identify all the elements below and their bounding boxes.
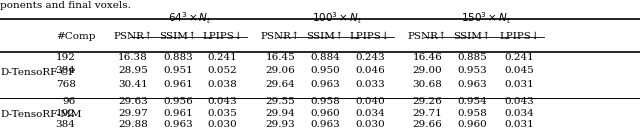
Text: PSNR↑: PSNR↑ bbox=[260, 32, 300, 41]
Text: 29.64: 29.64 bbox=[266, 80, 295, 89]
Text: 30.41: 30.41 bbox=[118, 80, 148, 89]
Text: #Comp: #Comp bbox=[56, 32, 95, 41]
Text: 0.030: 0.030 bbox=[208, 120, 237, 129]
Text: 192: 192 bbox=[56, 109, 76, 118]
Text: SSIM↑: SSIM↑ bbox=[307, 32, 344, 41]
Text: 0.045: 0.045 bbox=[505, 66, 534, 75]
Text: 0.958: 0.958 bbox=[310, 97, 340, 106]
Text: 0.963: 0.963 bbox=[310, 80, 340, 89]
Text: 768: 768 bbox=[56, 80, 76, 89]
Text: 0.031: 0.031 bbox=[505, 120, 534, 129]
Text: 0.961: 0.961 bbox=[163, 109, 193, 118]
Text: 0.043: 0.043 bbox=[208, 97, 237, 106]
Text: 29.94: 29.94 bbox=[266, 109, 295, 118]
Text: D-TensoRF-CP: D-TensoRF-CP bbox=[0, 68, 75, 77]
Text: 0.956: 0.956 bbox=[163, 97, 193, 106]
Text: 96: 96 bbox=[62, 97, 76, 106]
Text: 0.950: 0.950 bbox=[310, 66, 340, 75]
Text: 192: 192 bbox=[56, 53, 76, 62]
Text: 0.883: 0.883 bbox=[163, 53, 193, 62]
Text: 29.06: 29.06 bbox=[266, 66, 295, 75]
Text: 0.031: 0.031 bbox=[505, 80, 534, 89]
Text: LPIPS↓: LPIPS↓ bbox=[202, 32, 243, 41]
Text: 0.043: 0.043 bbox=[505, 97, 534, 106]
Text: SSIM↑: SSIM↑ bbox=[159, 32, 196, 41]
Text: SSIM↑: SSIM↑ bbox=[454, 32, 491, 41]
Text: 16.46: 16.46 bbox=[413, 53, 442, 62]
Text: 29.97: 29.97 bbox=[118, 109, 148, 118]
Text: 0.034: 0.034 bbox=[355, 109, 385, 118]
Text: 0.960: 0.960 bbox=[458, 120, 487, 129]
Text: 0.951: 0.951 bbox=[163, 66, 193, 75]
Text: D-TensoRF-MM: D-TensoRF-MM bbox=[0, 110, 81, 119]
Text: 0.958: 0.958 bbox=[458, 109, 487, 118]
Text: $150^3 \times N_t$: $150^3 \times N_t$ bbox=[461, 11, 511, 27]
Text: 0.953: 0.953 bbox=[458, 66, 487, 75]
Text: 29.88: 29.88 bbox=[118, 120, 148, 129]
Text: 0.038: 0.038 bbox=[208, 80, 237, 89]
Text: 29.63: 29.63 bbox=[118, 97, 148, 106]
Text: 384: 384 bbox=[56, 66, 76, 75]
Text: $64^3 \times N_t$: $64^3 \times N_t$ bbox=[168, 11, 212, 27]
Text: 28.95: 28.95 bbox=[118, 66, 148, 75]
Text: 0.960: 0.960 bbox=[310, 109, 340, 118]
Text: 0.034: 0.034 bbox=[505, 109, 534, 118]
Text: 0.052: 0.052 bbox=[208, 66, 237, 75]
Text: PSNR↑: PSNR↑ bbox=[408, 32, 447, 41]
Text: 0.241: 0.241 bbox=[208, 53, 237, 62]
Text: 0.243: 0.243 bbox=[355, 53, 385, 62]
Text: 0.035: 0.035 bbox=[208, 109, 237, 118]
Text: 384: 384 bbox=[56, 120, 76, 129]
Text: 0.963: 0.963 bbox=[310, 120, 340, 129]
Text: PSNR↑: PSNR↑ bbox=[113, 32, 153, 41]
Text: 0.046: 0.046 bbox=[355, 66, 385, 75]
Text: 29.66: 29.66 bbox=[413, 120, 442, 129]
Text: 16.45: 16.45 bbox=[266, 53, 295, 62]
Text: 0.954: 0.954 bbox=[458, 97, 487, 106]
Text: 16.38: 16.38 bbox=[118, 53, 148, 62]
Text: 29.71: 29.71 bbox=[413, 109, 442, 118]
Text: 0.040: 0.040 bbox=[355, 97, 385, 106]
Text: 0.030: 0.030 bbox=[355, 120, 385, 129]
Text: 0.961: 0.961 bbox=[163, 80, 193, 89]
Text: 0.885: 0.885 bbox=[458, 53, 487, 62]
Text: LPIPS↓: LPIPS↓ bbox=[499, 32, 540, 41]
Text: 0.963: 0.963 bbox=[458, 80, 487, 89]
Text: 0.241: 0.241 bbox=[505, 53, 534, 62]
Text: 0.884: 0.884 bbox=[310, 53, 340, 62]
Text: 30.68: 30.68 bbox=[413, 80, 442, 89]
Text: 29.55: 29.55 bbox=[266, 97, 295, 106]
Text: $100^3 \times N_t$: $100^3 \times N_t$ bbox=[312, 11, 362, 27]
Text: 0.963: 0.963 bbox=[163, 120, 193, 129]
Text: 29.26: 29.26 bbox=[413, 97, 442, 106]
Text: 29.93: 29.93 bbox=[266, 120, 295, 129]
Text: 0.033: 0.033 bbox=[355, 80, 385, 89]
Text: ponents and final voxels.: ponents and final voxels. bbox=[0, 1, 131, 10]
Text: 29.00: 29.00 bbox=[413, 66, 442, 75]
Text: LPIPS↓: LPIPS↓ bbox=[349, 32, 390, 41]
